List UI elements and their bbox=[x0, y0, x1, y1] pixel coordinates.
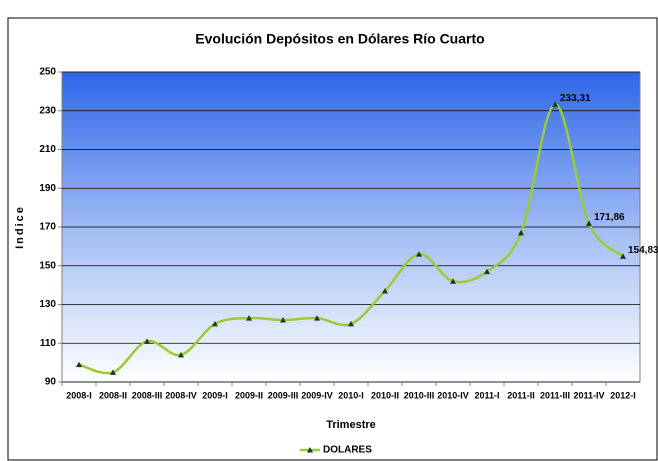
x-axis-label: Trimestre bbox=[326, 419, 376, 431]
legend-marker bbox=[307, 447, 313, 453]
y-tick-label: 130 bbox=[39, 299, 56, 310]
y-tick-label: 250 bbox=[39, 67, 56, 78]
x-tick-label: 2008-III bbox=[132, 390, 163, 400]
x-tick-label: 2009-IV bbox=[301, 390, 333, 400]
data-point bbox=[518, 229, 524, 236]
x-tick-label: 2010-I bbox=[338, 390, 364, 400]
chart-title: Evolución Depósitos en Dólares Río Cuart… bbox=[195, 31, 484, 47]
data-point bbox=[110, 369, 116, 375]
x-tick-label: 2011-IV bbox=[573, 390, 604, 400]
x-tick-label: 2009-I bbox=[202, 390, 228, 400]
x-tick-label: 2011-II bbox=[507, 390, 535, 400]
y-axis-label: Indice bbox=[14, 205, 26, 249]
data-point bbox=[246, 315, 252, 321]
data-point bbox=[348, 320, 354, 327]
x-tick-label: 2012-I bbox=[610, 390, 636, 400]
x-tick-label: 2010-II bbox=[371, 390, 399, 400]
y-tick-label: 90 bbox=[45, 377, 57, 388]
data-label: 233,31 bbox=[560, 93, 591, 104]
data-point bbox=[212, 320, 218, 327]
data-point bbox=[416, 251, 422, 257]
x-tick-label: 2008-IV bbox=[165, 390, 197, 400]
data-point bbox=[76, 361, 82, 368]
x-tick-label: 2011-I bbox=[474, 390, 499, 400]
x-tick-label: 2009-II bbox=[235, 390, 263, 400]
data-label: 171,86 bbox=[594, 212, 625, 223]
data-point bbox=[178, 351, 184, 358]
x-tick-label: 2010-IV bbox=[437, 390, 469, 400]
y-tick-label: 150 bbox=[39, 260, 56, 271]
y-tick-label: 230 bbox=[39, 105, 56, 116]
data-point bbox=[552, 101, 558, 107]
y-tick-label: 110 bbox=[40, 338, 57, 349]
data-point bbox=[620, 253, 626, 259]
data-point bbox=[484, 268, 490, 275]
data-point bbox=[144, 338, 150, 344]
x-tick-label: 2010-III bbox=[404, 390, 435, 400]
legend-label: DOLARES bbox=[323, 445, 372, 456]
x-tick-label: 2011-III bbox=[540, 390, 570, 400]
y-tick-label: 190 bbox=[39, 183, 56, 194]
x-tick-label: 2009-III bbox=[268, 390, 299, 400]
x-tick-label: 2008-II bbox=[99, 390, 127, 400]
data-point bbox=[314, 315, 320, 321]
series-line bbox=[78, 103, 624, 375]
x-tick-label: 2008-I bbox=[66, 390, 92, 400]
data-point bbox=[450, 278, 456, 284]
data-point bbox=[382, 287, 388, 294]
y-tick-label: 210 bbox=[39, 144, 56, 155]
data-label: 154,83 bbox=[628, 245, 658, 256]
data-point bbox=[586, 220, 592, 226]
y-tick-label: 170 bbox=[39, 222, 56, 233]
data-point bbox=[280, 317, 286, 323]
